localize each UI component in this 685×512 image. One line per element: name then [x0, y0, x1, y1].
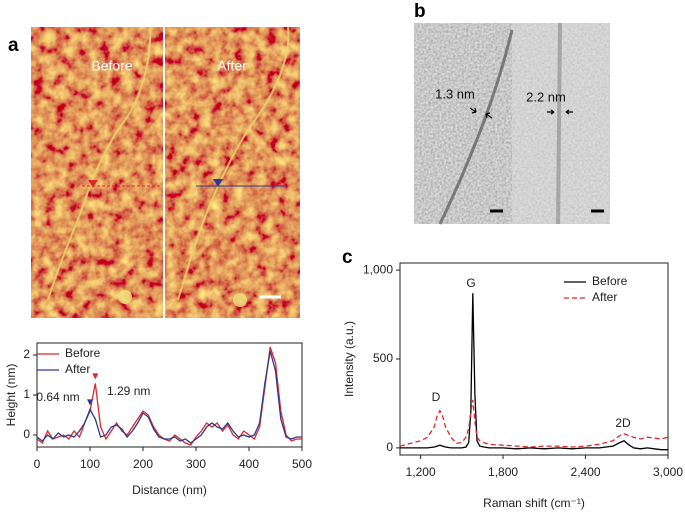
- series-line: [36, 350, 302, 444]
- image-label: After: [217, 58, 247, 74]
- annotation: 0.64 nm: [36, 390, 79, 404]
- arrow: [547, 109, 555, 115]
- marker: [88, 180, 98, 188]
- legend-label: Before: [65, 346, 101, 360]
- y-tick-label: 1: [23, 387, 30, 401]
- annotation: G: [466, 276, 475, 290]
- y-axis-label: Intensity (a.u.): [342, 321, 356, 397]
- y-tick-label: 0: [23, 427, 30, 441]
- x-tick-label: 0: [34, 457, 41, 471]
- legend-label: After: [65, 362, 90, 376]
- x-tick-label: 1,200: [406, 465, 436, 479]
- annotation: 2D: [615, 416, 631, 430]
- marker: [213, 179, 223, 187]
- tem-image: 1.3 nm 2.2 nm: [414, 22, 610, 225]
- x-tick-label: 300: [186, 457, 206, 471]
- panel-label: c: [342, 247, 353, 268]
- legend-label: Before: [592, 274, 628, 288]
- image-label: 1.3 nm: [435, 86, 475, 101]
- x-axis-label: Raman shift (cm⁻¹): [483, 496, 585, 510]
- arrow: [469, 107, 477, 114]
- arrow: [485, 112, 493, 119]
- x-tick-label: 100: [80, 457, 100, 471]
- y-tick-label: 2: [23, 347, 30, 361]
- nanotube: [47, 26, 152, 301]
- y-axis-label: Height (nm): [4, 364, 18, 427]
- x-tick-label: 200: [133, 457, 153, 471]
- particle: [233, 293, 247, 307]
- annotation: 1.29 nm: [107, 384, 150, 398]
- series-line: [399, 399, 669, 448]
- annotation: D: [432, 390, 441, 404]
- series-line: [36, 346, 302, 446]
- y-tick-label: 500: [373, 351, 393, 365]
- tem-texture: [414, 23, 512, 224]
- afm-texture: [31, 27, 300, 318]
- series-line: [400, 293, 668, 451]
- arrow: [565, 109, 573, 115]
- peak-marker: [92, 373, 99, 380]
- peak-marker: [87, 399, 93, 406]
- x-tick-label: 1,800: [488, 465, 518, 479]
- image-label: 2.2 nm: [526, 89, 566, 104]
- x-tick-label: 400: [239, 457, 259, 471]
- x-axis-label: Distance (nm): [132, 483, 207, 497]
- nanotube: [177, 26, 290, 301]
- afm-image: Before After: [31, 26, 300, 318]
- y-tick-label: 1,000: [363, 262, 393, 276]
- particle: [118, 290, 132, 304]
- x-tick-label: 3,000: [653, 465, 683, 479]
- nanotube: [556, 22, 562, 225]
- x-tick-label: 2,400: [571, 465, 601, 479]
- legend-label: After: [592, 290, 617, 304]
- y-tick-label: 0: [386, 440, 393, 454]
- image-label: Before: [91, 58, 132, 74]
- panel-label: a: [8, 35, 19, 56]
- x-tick-label: 500: [292, 457, 312, 471]
- panel-label: b: [414, 1, 426, 22]
